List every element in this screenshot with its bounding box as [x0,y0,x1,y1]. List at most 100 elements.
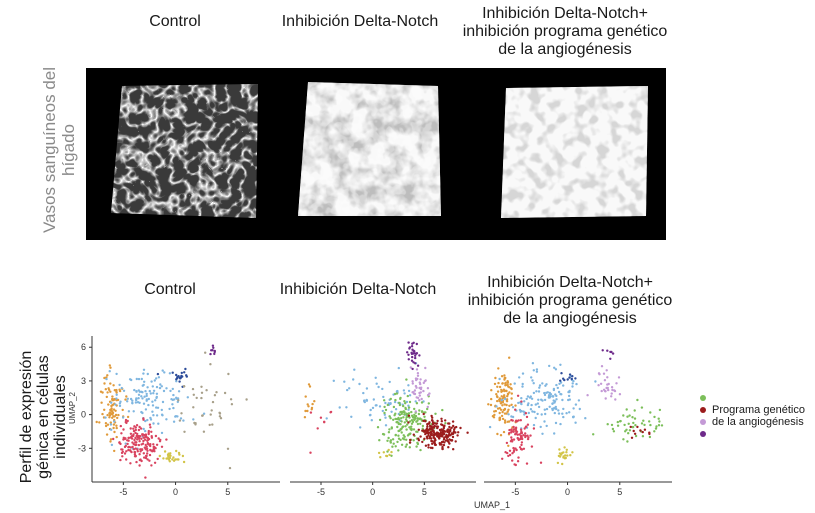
umap-point [555,407,558,411]
umap-point [140,377,143,381]
umap-point [649,411,652,414]
umap-point [538,386,541,389]
umap-point [150,380,153,383]
umap-point [424,420,427,423]
umap-point [200,396,203,400]
umap-point [135,424,139,427]
umap-point [536,412,539,416]
umap-point [388,428,391,431]
umap-point [144,448,147,451]
umap-point [180,374,183,378]
umap-point [163,450,167,453]
umap-point [403,411,406,414]
umap-point [400,427,403,430]
umap-point [160,385,163,388]
umap-point [103,408,106,411]
umap-point [519,428,523,431]
umap-point [424,444,428,447]
umap-point [516,394,520,397]
umap-point [105,395,109,399]
umap-point [427,443,430,447]
umap-point [597,384,600,387]
umap-point [107,387,110,390]
umap-point [508,386,511,389]
umap-point [143,456,146,459]
umap-point [136,450,139,453]
umap-point [508,432,511,435]
umap-point [451,420,455,423]
umap-point [144,443,147,447]
umap-point [513,463,516,466]
umap-point [397,416,400,420]
umap-point [152,414,155,417]
umap-point [496,390,500,393]
umap-point [179,417,183,420]
umap-point [540,413,543,416]
umap-point [158,454,161,458]
umap-point [501,410,504,414]
umap-point [499,408,503,411]
umap-point [175,373,178,377]
umap-point [437,433,441,436]
umap-point [414,356,417,360]
umap-point [544,412,547,416]
umap-point [510,438,514,441]
umap-point [405,416,408,419]
umap-point [131,434,134,438]
x-tick-label: 0 [370,487,375,497]
umap-point [391,445,394,448]
umap-point [548,364,551,368]
umap-point [554,405,557,409]
umap-point [554,421,558,425]
umap-point [564,456,567,460]
umap-point [381,432,385,436]
umap-point [412,439,415,442]
umap-point [115,372,118,376]
umap-point [348,387,351,390]
umap-point [419,378,422,381]
umap-point [410,419,414,422]
umap-point [343,380,346,383]
umap-point [522,447,526,450]
umap-point [146,452,149,455]
umap-point [115,391,118,394]
umap-point [414,384,418,388]
umap-point [411,355,414,359]
umap-point [523,427,526,430]
umap-point [658,420,661,423]
umap-point [618,393,622,396]
umap-point [445,433,448,437]
umap-point [383,413,386,416]
umap-point [414,362,417,365]
umap-point [142,439,145,443]
umap-point [537,398,540,401]
umap-point [123,452,127,455]
umap-point [307,383,311,386]
umap-point [553,366,556,369]
umap-point [520,448,523,451]
umap-panel-1 [95,344,248,479]
umap-point [117,413,120,417]
umap-point [444,422,447,425]
umap-point [316,427,319,430]
umap-point [535,368,539,371]
umap-point [407,406,411,409]
umap-point [405,400,409,404]
umap-point [402,404,405,408]
umap-point [403,392,406,395]
umap-point [192,418,195,421]
umap-point [506,393,510,396]
umap-point [559,392,562,396]
umap-point [507,454,510,458]
umap-point [392,405,396,409]
umap-point [146,441,149,445]
umap-point [531,410,534,413]
umap-point [150,464,153,467]
umap-point [175,380,178,383]
umap-point [501,404,504,407]
umap-point [134,401,138,404]
umap-point [309,411,313,414]
umap-point [109,438,113,441]
umap-point [411,367,414,371]
umap-point [512,438,516,441]
